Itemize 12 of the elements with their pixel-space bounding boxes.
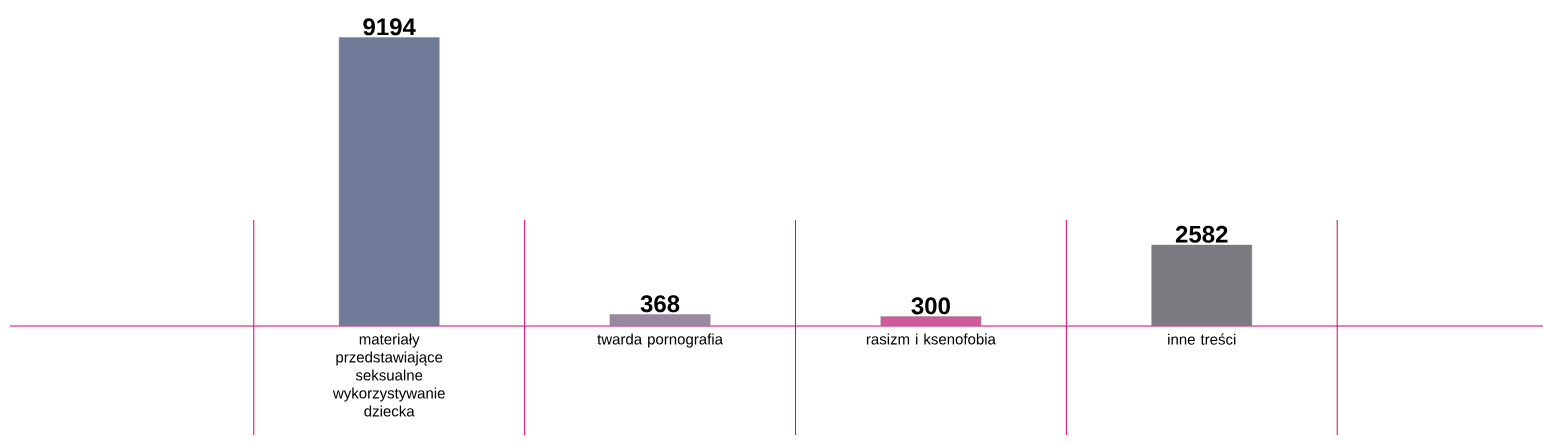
data-label: 300 bbox=[911, 297, 950, 315]
x-tick-label: rasizm i ksenofobia bbox=[866, 333, 996, 345]
bar bbox=[1151, 244, 1253, 327]
x-tick-label: materiały przedstawiające seksualne wykorzystywanie dziecka bbox=[332, 333, 445, 417]
x-tick-label: inne treści bbox=[1168, 333, 1236, 345]
bar bbox=[609, 314, 711, 327]
x-tick-label: twarda pornografia bbox=[597, 333, 723, 348]
data-label: 9194 bbox=[363, 18, 416, 36]
data-label: 2582 bbox=[1175, 225, 1228, 243]
data-label: 368 bbox=[640, 295, 680, 313]
bar bbox=[880, 316, 982, 327]
bar bbox=[338, 37, 440, 327]
